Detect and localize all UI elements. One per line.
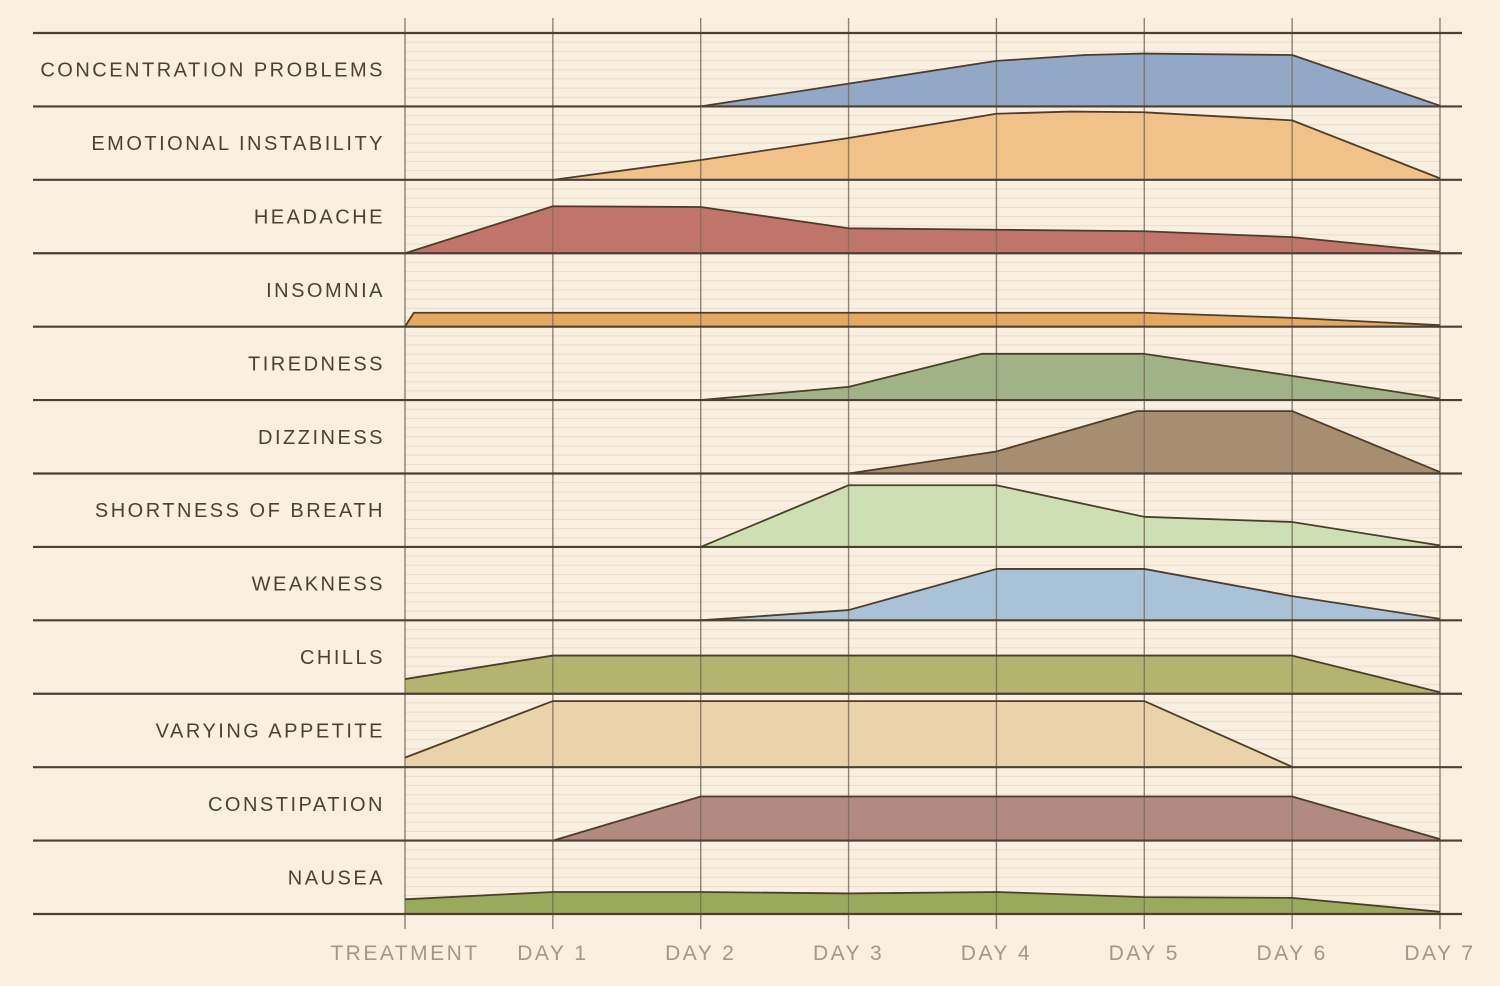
row-label-constipation: CONSTIPATION — [208, 794, 385, 816]
row-label-tiredness: TIREDNESS — [248, 353, 385, 375]
series-outline-shortness-of-breath — [700, 484, 1441, 548]
x-axis-label-day-2: DAY 2 — [665, 942, 736, 965]
series-area-chills — [405, 655, 1440, 694]
x-axis-label-day-7: DAY 7 — [1404, 942, 1475, 965]
row-label-headache: HEADACHE — [254, 207, 385, 229]
row-label-nausea: NAUSEA — [288, 867, 385, 889]
series-outline-weakness — [700, 568, 1441, 622]
row-label-concentration-problems: CONCENTRATION PROBLEMS — [40, 60, 385, 82]
series-outline-headache — [404, 205, 1441, 255]
series-area-tiredness — [700, 353, 1440, 401]
row-label-insomnia: INSOMNIA — [266, 280, 385, 302]
series-outline-tiredness — [700, 352, 1441, 401]
x-axis-label-day-1: DAY 1 — [517, 942, 588, 965]
row-label-shortness-of-breath: SHORTNESS OF BREATH — [95, 500, 385, 522]
row-separators — [33, 31, 1462, 916]
series-outline-chills — [404, 654, 1441, 694]
series-outline-concentration-problems — [700, 52, 1441, 108]
row-label-weakness: WEAKNESS — [252, 574, 385, 596]
row-label-dizziness: DIZZINESS — [258, 427, 385, 449]
x-axis-label-treatment: TREATMENT — [330, 942, 479, 965]
series-outline-dizziness — [848, 410, 1441, 475]
series-area-insomnia — [405, 312, 1440, 327]
x-axis-labels: TREATMENT DAY 1 DAY 2 DAY 3 DAY 4 DAY 5 DAY 6 D… — [330, 942, 1475, 965]
row-label-emotional-instability: EMOTIONAL INSTABILITY — [91, 133, 385, 155]
row-label-chills: CHILLS — [300, 647, 385, 669]
series-area-weakness — [700, 568, 1440, 621]
series-outline-insomnia — [404, 311, 1441, 328]
row-label-varying-appetite: VARYING APPETITE — [156, 720, 385, 742]
series-outline-varying-appetite — [404, 700, 1293, 768]
x-axis-label-day-4: DAY 4 — [961, 942, 1032, 965]
series-area-shortness-of-breath — [700, 485, 1440, 547]
x-axis-label-day-3: DAY 3 — [813, 942, 884, 965]
series-outline-nausea — [404, 891, 1441, 913]
row-labels: CONCENTRATION PROBLEMS EMOTIONAL INSTABIL… — [40, 60, 385, 890]
series-outline-emotional-instability — [552, 110, 1441, 181]
x-axis-label-day-6: DAY 6 — [1257, 942, 1328, 965]
series-outline-constipation — [552, 795, 1441, 842]
series-outlines — [404, 52, 1441, 913]
series-area-concentration-problems — [700, 53, 1440, 107]
x-axis-label-day-5: DAY 5 — [1109, 942, 1180, 965]
